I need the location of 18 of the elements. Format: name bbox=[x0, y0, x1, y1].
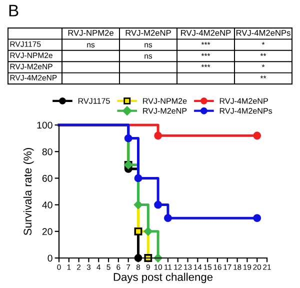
y-tick-label: 60 bbox=[42, 174, 52, 182]
legend-label: RVJ-M2eNP bbox=[143, 108, 187, 114]
y-tick-label: 40 bbox=[42, 202, 52, 208]
x-axis-title: Days post challenge bbox=[114, 272, 213, 284]
legend-label: RVJ-4M2eNPs bbox=[220, 108, 272, 114]
x-tick-label: RVJ-4M2eNP bbox=[181, 30, 231, 36]
legend-label: RVJ-4M2eNP bbox=[220, 98, 268, 104]
legend-label: RVJ-NPM2e bbox=[143, 98, 187, 104]
y-tick-label: 20 bbox=[42, 228, 52, 236]
y-tick-label: 80 bbox=[42, 148, 52, 156]
y-tick-label: 0 bbox=[48, 254, 52, 262]
y-axis-title: Survivala rate (%) bbox=[23, 148, 34, 236]
x-tick-label: RVJ-M2eNP bbox=[126, 30, 171, 36]
legend-label: RVJ1175 bbox=[78, 98, 110, 104]
y-tick-label: 100 bbox=[37, 122, 52, 129]
x-tick-label: RVJ-4M2eNPs bbox=[236, 30, 290, 36]
chart-title: B bbox=[9, 4, 18, 16]
x-tick-label: RVJ-NPM2e bbox=[68, 30, 114, 36]
